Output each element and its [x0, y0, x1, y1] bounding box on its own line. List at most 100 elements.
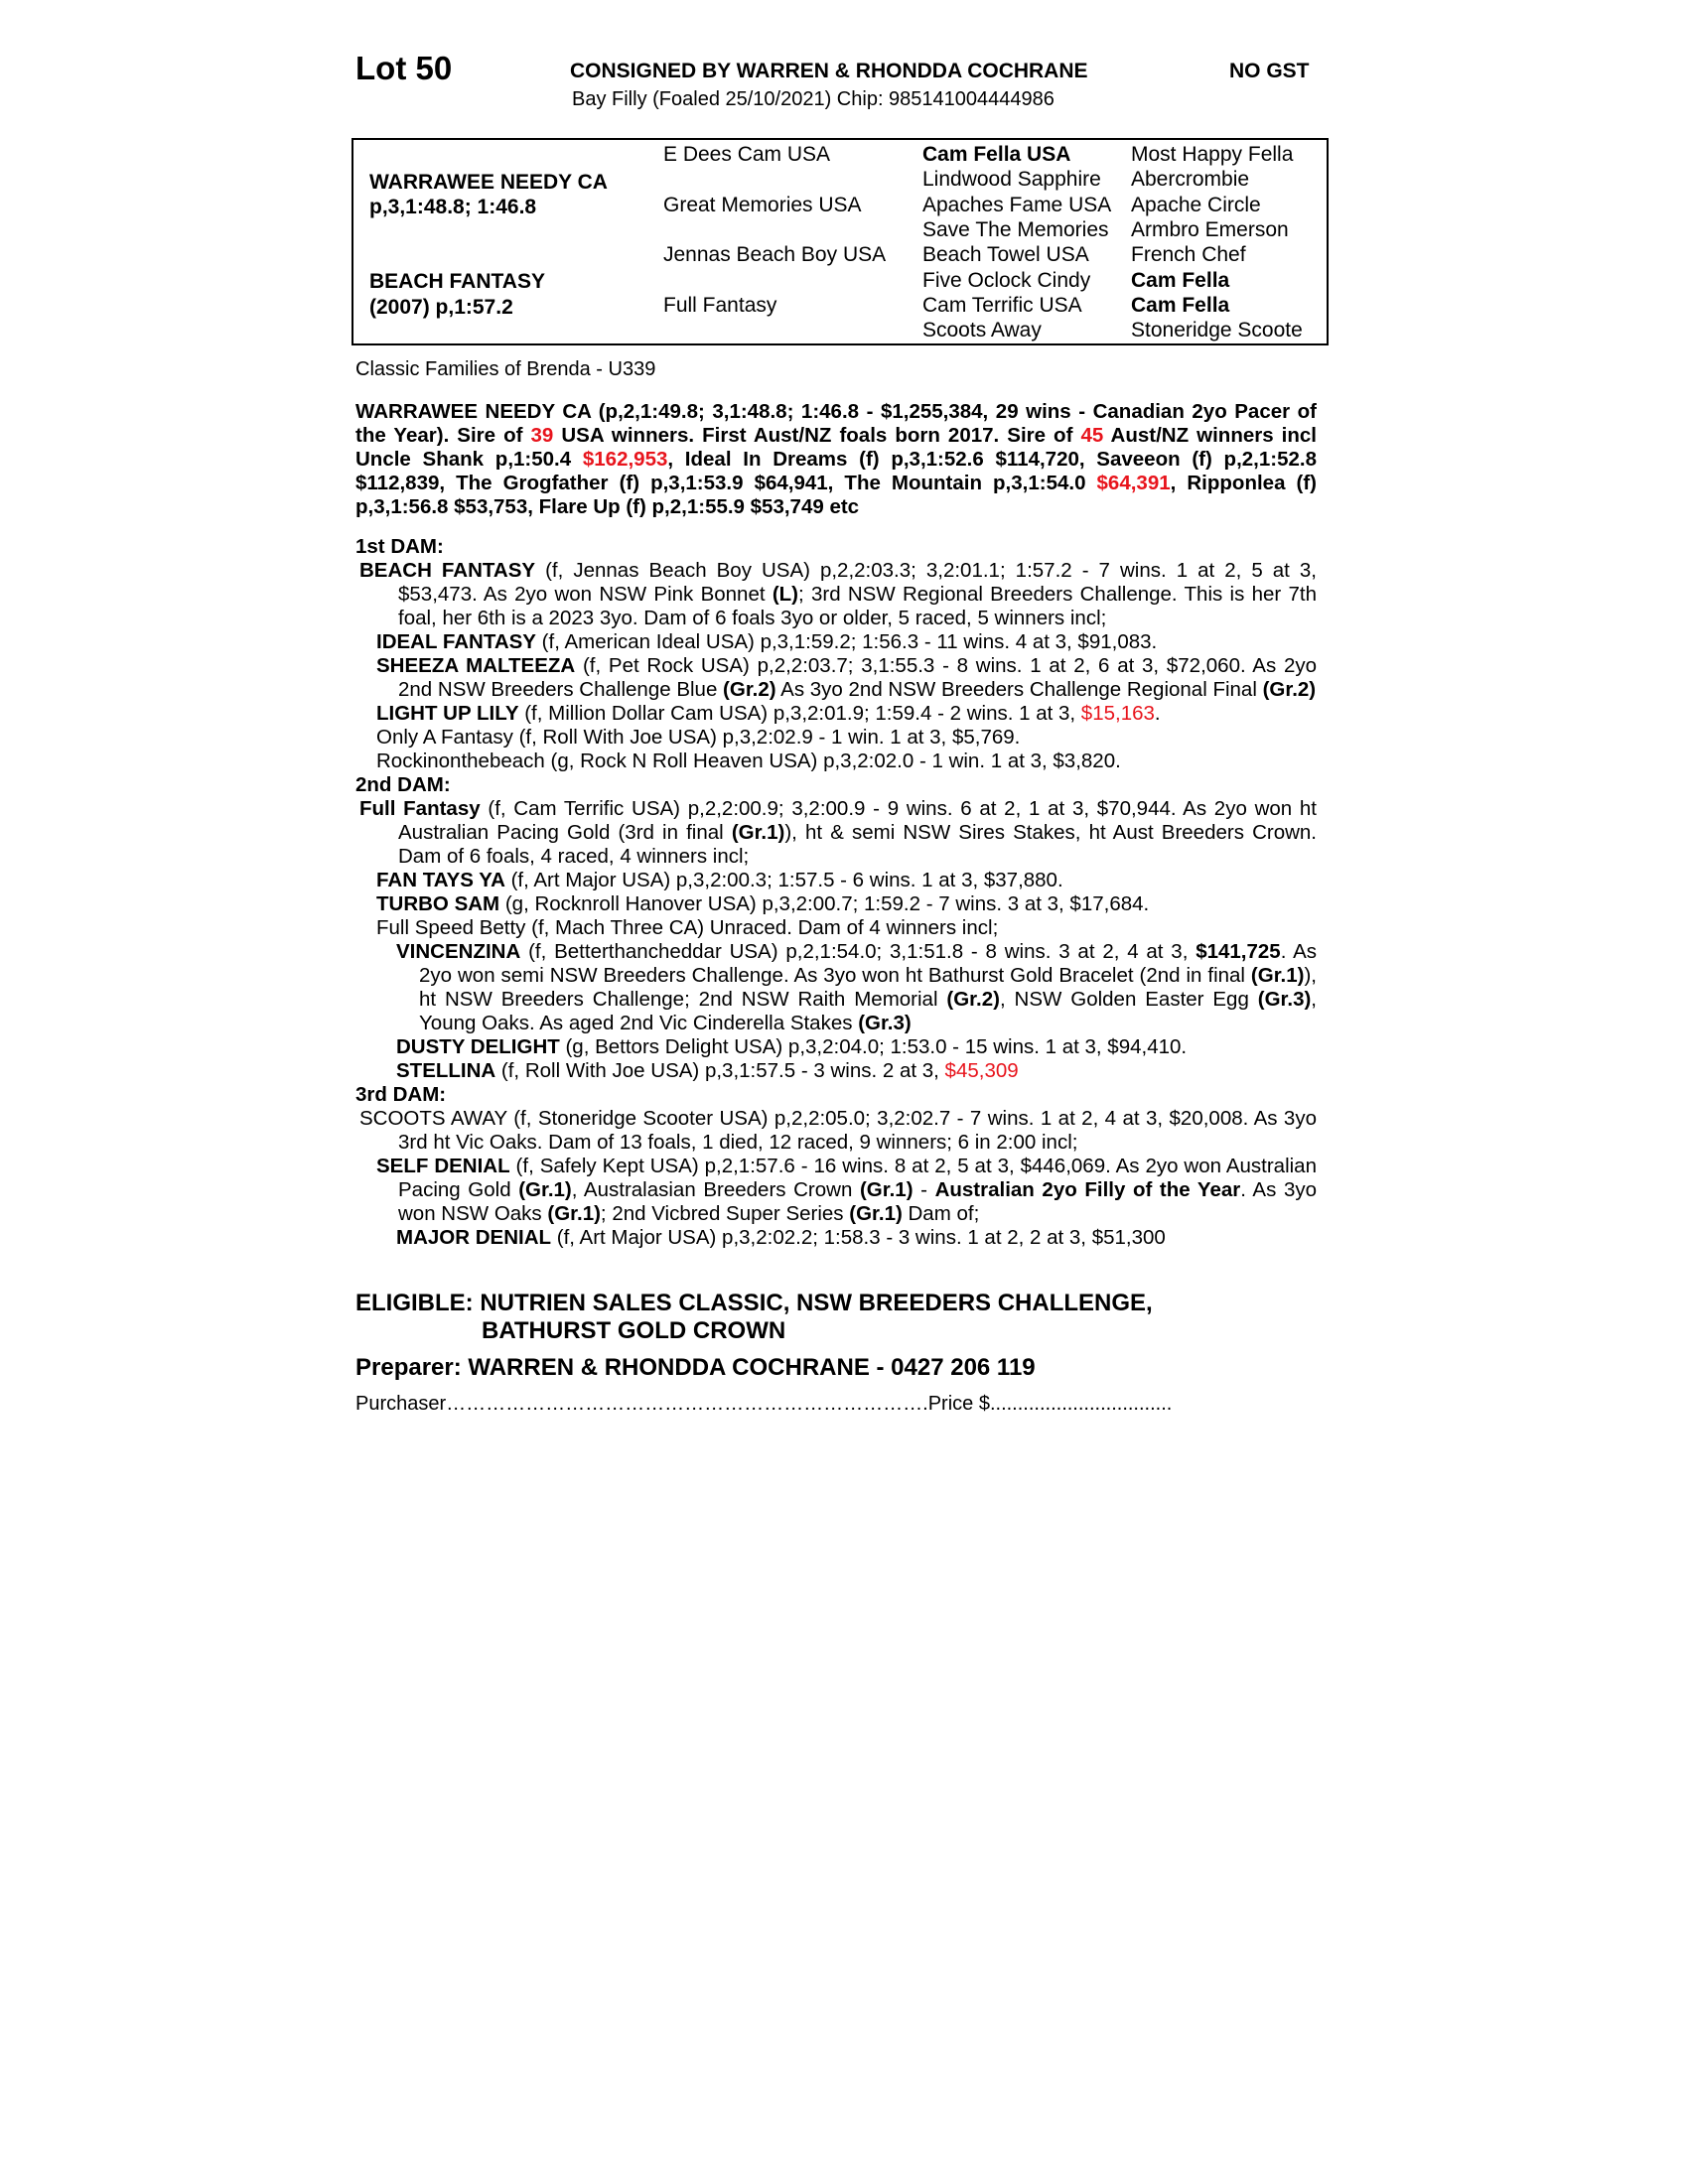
pedigree-gen4-ancestor: Most Happy Fella — [1131, 143, 1294, 166]
text-segment: (f, American Ideal USA) p,3,1:59.2; 1:56… — [535, 630, 1158, 653]
sire-record: p,3,1:48.8; 1:46.8 — [369, 196, 537, 218]
text-segment: (f, Art Major USA) p,3,2:00.3; 1:57.5 - … — [504, 869, 1063, 891]
bold-text: (Gr.2) — [723, 678, 776, 701]
text-segment: , NSW Golden Easter Egg — [999, 988, 1258, 1011]
progeny-entry: STELLINA (f, Roll With Joe USA) p,3,1:57… — [355, 1059, 1317, 1083]
consignor: CONSIGNED BY WARREN & RHONDDA COCHRANE — [570, 60, 1088, 82]
pedigree-gen3-ancestor: Cam Fella USA — [922, 143, 1071, 166]
bold-text: (Gr.1) — [547, 1202, 601, 1225]
section-heading: 3rd DAM: — [355, 1083, 1317, 1107]
progeny-entry: VINCENZINA (f, Betterthancheddar USA) p,… — [355, 940, 1317, 1035]
pedigree-gen2-ancestor: Full Fantasy — [663, 293, 777, 317]
text-segment: (f, Pet Rock USA) p,2,2:03.7; 3,1:55.3 -… — [398, 654, 1317, 701]
pedigree-gen3-ancestor: Cam Terrific USA — [922, 293, 1082, 317]
text-segment: (f, Roll With Joe USA) p,3,1:57.5 - 3 wi… — [495, 1059, 945, 1082]
pedigree-gen2-ancestor: E Dees Cam USA — [663, 143, 831, 166]
progeny-entry: MAJOR DENIAL (f, Art Major USA) p,3,2:02… — [355, 1226, 1317, 1250]
text-segment: (f, Million Dollar Cam USA) p,3,2:01.9; … — [518, 702, 1081, 725]
section-heading: 1st DAM: — [355, 535, 1317, 559]
pedigree-gen4-ancestor: Abercrombie — [1131, 168, 1250, 192]
pedigree-gen4-ancestor: Cam Fella — [1131, 293, 1230, 317]
bold-text: VINCENZINA — [396, 940, 521, 963]
text-segment: , Ideal In Dreams (f) p,3,1:52.6 $114,72… — [355, 448, 1317, 494]
eligibility: ELIGIBLE: NUTRIEN SALES CLASSIC, NSW BRE… — [355, 1290, 1153, 1345]
progeny-entry: Full Fantasy (f, Cam Terrific USA) p,2,2… — [355, 797, 1317, 869]
text-segment: Rockinonthebeach (g, Rock N Roll Heaven … — [376, 750, 1121, 772]
text-segment: Full Speed Betty (f, Mach Three CA) Unra… — [376, 916, 999, 939]
dam-name: BEACH FANTASY — [369, 270, 545, 293]
text-segment: (f, Jennas Beach Boy USA) p,2,2:03.3; 3,… — [398, 559, 1317, 606]
pedigree-gen4-ancestor: Cam Fella — [1131, 268, 1230, 292]
progeny-entry: IDEAL FANTASY (f, American Ideal USA) p,… — [355, 630, 1317, 654]
bold-text: FAN TAYS YA — [376, 869, 505, 891]
pedigree-gen3-ancestor: Lindwood Sapphire — [922, 168, 1101, 192]
text-segment: , Young Oaks. As aged 2nd Vic Cinderella… — [419, 988, 1317, 1034]
pedigree-gen3-ancestor: Save The Memories — [922, 217, 1109, 241]
bold-text: (Gr.3) — [858, 1012, 912, 1034]
bold-text: LIGHT UP LILY — [376, 702, 519, 725]
text-segment: . — [1154, 702, 1161, 725]
bold-text: STELLINA — [396, 1059, 496, 1082]
bold-text: Australian 2yo Filly of the Year — [934, 1178, 1241, 1201]
bold-text: (Gr.1) — [849, 1202, 903, 1225]
preparer: Preparer: WARREN & RHONDDA COCHRANE - 04… — [355, 1354, 1036, 1381]
bold-text: MAJOR DENIAL — [396, 1226, 552, 1249]
highlighted-value: $45,309 — [944, 1059, 1019, 1082]
progeny-entry: SCOOTS AWAY (f, Stoneridge Scooter USA) … — [355, 1107, 1317, 1155]
text-segment: ), ht & semi NSW Sires Stakes, ht Aust B… — [398, 821, 1317, 868]
text-segment: USA winners. First Aust/NZ foals born 20… — [553, 424, 1081, 447]
bold-text: (Gr.1) — [859, 1178, 914, 1201]
progeny-entry: FAN TAYS YA (f, Art Major USA) p,3,2:00.… — [355, 869, 1317, 892]
pedigree-gen2-ancestor: Jennas Beach Boy USA — [663, 243, 887, 267]
bold-text: SHEEZA MALTEEZA — [376, 654, 576, 677]
pedigree-gen2-ancestor: Great Memories USA — [663, 193, 862, 216]
highlighted-value: $15,163 — [1080, 702, 1155, 725]
text-segment: ; 3rd NSW Regional Breeders Challenge. T… — [398, 583, 1317, 629]
gst-status: NO GST — [1229, 60, 1310, 82]
section-heading: 2nd DAM: — [355, 773, 1317, 797]
progeny-entry: Rockinonthebeach (g, Rock N Roll Heaven … — [355, 750, 1317, 773]
bold-text: DUSTY DELIGHT — [396, 1035, 560, 1058]
text-segment: WARRAWEE NEEDY CA (p,2,1:49.8; 3,1:48.8;… — [355, 400, 1317, 447]
text-segment: . As 2yo won semi NSW Breeders Challenge… — [419, 940, 1318, 987]
bold-text: $141,725 — [1196, 940, 1281, 963]
progeny-entry: SHEEZA MALTEEZA (f, Pet Rock USA) p,2,2:… — [355, 654, 1317, 702]
bold-text: SELF DENIAL — [376, 1155, 510, 1177]
pedigree-gen4-ancestor: Stoneridge Scoote — [1131, 319, 1303, 342]
bold-text: TURBO SAM — [376, 892, 500, 915]
text-segment: (g, Bettors Delight USA) p,3,2:04.0; 1:5… — [559, 1035, 1188, 1058]
progeny-entry: LIGHT UP LILY (f, Million Dollar Cam USA… — [355, 702, 1317, 726]
text-segment: , Australasian Breeders Crown — [571, 1178, 860, 1201]
text-segment: (f, Betterthancheddar USA) p,2,1:54.0; 3… — [520, 940, 1196, 963]
text-segment: (f, Art Major USA) p,3,2:02.2; 1:58.3 - … — [551, 1226, 1166, 1249]
bold-text: (Gr.2) — [1262, 678, 1317, 701]
horse-description: Bay Filly (Foaled 25/10/2021) Chip: 9851… — [572, 88, 1055, 110]
bold-text: (Gr.1) — [731, 821, 785, 844]
pedigree-gen4-ancestor: Armbro Emerson — [1131, 217, 1289, 241]
text-segment: SCOOTS AWAY (f, Stoneridge Scooter USA) … — [359, 1107, 1317, 1154]
pedigree-gen3-ancestor: Scoots Away — [922, 319, 1042, 342]
bold-text: (L) — [772, 583, 799, 606]
text-segment: Aust/NZ winners incl Uncle Shank p,1:50.… — [355, 424, 1317, 471]
eligibility-line-2: BATHURST GOLD CROWN — [482, 1317, 786, 1344]
highlighted-value: $162,953 — [582, 448, 668, 471]
pedigree-table: WARRAWEE NEEDY CA p,3,1:48.8; 1:46.8 BEA… — [352, 138, 1329, 345]
dam-record: (2007) p,1:57.2 — [369, 296, 513, 319]
bold-text: (Gr.1) — [518, 1178, 572, 1201]
progeny-entry: SELF DENIAL (f, Safely Kept USA) p,2,1:5… — [355, 1155, 1317, 1226]
highlighted-value: 45 — [1080, 424, 1104, 447]
bold-text: IDEAL FANTASY — [376, 630, 536, 653]
progeny-entry: BEACH FANTASY (f, Jennas Beach Boy USA) … — [355, 559, 1317, 630]
bold-text: BEACH FANTASY — [359, 559, 536, 582]
family-line: Classic Families of Brenda - U339 — [355, 358, 656, 380]
progeny-entry: Only A Fantasy (f, Roll With Joe USA) p,… — [355, 726, 1317, 750]
lot-number: Lot 50 — [355, 50, 453, 86]
text-segment: (f, Cam Terrific USA) p,2,2:00.9; 3,2:00… — [398, 797, 1317, 844]
purchaser-price-line: Purchaser……………………………………………………………….Price … — [355, 1393, 1173, 1415]
text-segment: - — [913, 1178, 935, 1201]
sire-name: WARRAWEE NEEDY CA — [369, 171, 608, 194]
bold-text: Full Fantasy — [359, 797, 481, 820]
text-segment: 1st DAM: — [355, 535, 444, 558]
text-segment: ; 2nd Vicbred Super Series — [600, 1202, 850, 1225]
